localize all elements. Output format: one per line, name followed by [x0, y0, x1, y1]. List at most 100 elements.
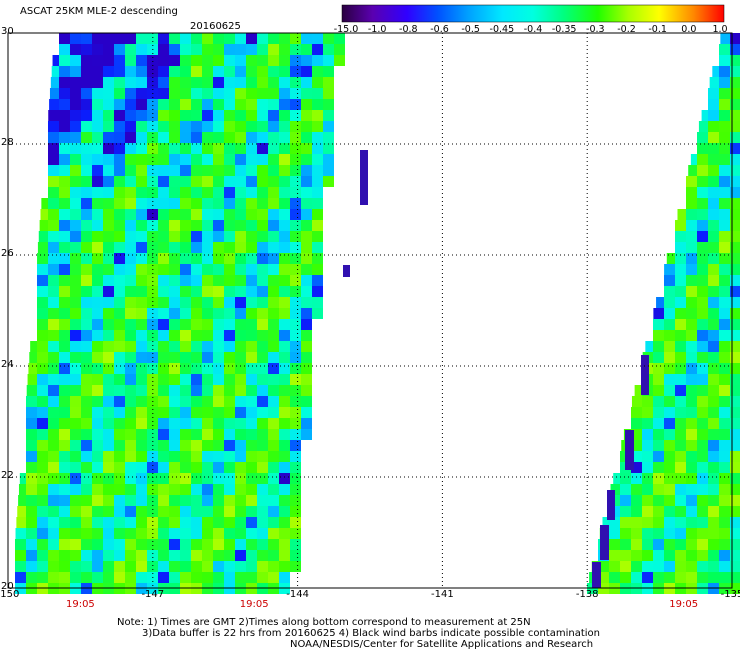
- swath-cell: [686, 220, 697, 231]
- swath-cell: [653, 451, 664, 462]
- swath-cell: [620, 517, 631, 528]
- swath-cell: [114, 176, 125, 187]
- swath-cell: [653, 407, 664, 418]
- swath-cell: [114, 66, 125, 77]
- swath-cell: [290, 407, 301, 418]
- swath-cell: [653, 319, 664, 330]
- swath-cell: [191, 385, 202, 396]
- swath-cell: [719, 154, 730, 165]
- swath-cell: [213, 352, 224, 363]
- swath-cell: [290, 253, 301, 264]
- swath-cell: [279, 176, 290, 187]
- swath-cell: [235, 286, 246, 297]
- swath-cell: [719, 506, 730, 517]
- swath-cell: [642, 418, 653, 429]
- swath-cell: [70, 308, 81, 319]
- swath-cell: [246, 440, 257, 451]
- swath-cell: [158, 154, 169, 165]
- swath-cell: [268, 550, 279, 561]
- swath-cell: [147, 495, 158, 506]
- swath-cell: [125, 363, 136, 374]
- swath-cell: [290, 440, 301, 451]
- swath-cell: [257, 451, 268, 462]
- swath-cell: [213, 154, 224, 165]
- swath-cell: [158, 440, 169, 451]
- swath-cell: [180, 319, 191, 330]
- swath-cell: [125, 55, 136, 66]
- swath-cell: [653, 440, 664, 451]
- swath-cell: [235, 209, 246, 220]
- swath-cell: [235, 352, 246, 363]
- swath-cell: [158, 484, 169, 495]
- swath-cell: [37, 440, 48, 451]
- swath-cell: [125, 539, 136, 550]
- swath-cell: [114, 286, 125, 297]
- swath-cell: [70, 231, 81, 242]
- swath-cell: [37, 484, 48, 495]
- swath-cell: [224, 374, 235, 385]
- swath-cell: [642, 396, 653, 407]
- swath-cell: [664, 484, 675, 495]
- swath-cell: [59, 44, 70, 55]
- swath-cell: [114, 77, 125, 88]
- swath-cell: [136, 198, 147, 209]
- swath-cell: [70, 253, 81, 264]
- swath-cell: [664, 528, 675, 539]
- swath-cell: [708, 275, 719, 286]
- swath-cell: [180, 286, 191, 297]
- swath-cell: [653, 517, 664, 528]
- swath-cell: [48, 154, 59, 165]
- swath-cell: [642, 473, 653, 484]
- swath-cell: [268, 429, 279, 440]
- swath-cell: [213, 374, 224, 385]
- swath-cell: [191, 506, 202, 517]
- swath-cell: [70, 110, 81, 121]
- swath-cell: [697, 451, 708, 462]
- swath-cell: [675, 418, 686, 429]
- map-title: ASCAT 25KM MLE-2 descending: [20, 6, 178, 17]
- swath-cell: [136, 539, 147, 550]
- swath-cell: [224, 517, 235, 528]
- longitude-label: -150: [0, 589, 20, 600]
- swath-cell: [202, 330, 213, 341]
- swath-cell: [653, 473, 664, 484]
- swath-cell: [697, 264, 708, 275]
- swath-cell: [92, 198, 103, 209]
- swath-cell: [26, 462, 37, 473]
- swath-cell: [708, 176, 719, 187]
- swath-cell: [279, 308, 290, 319]
- swath-cell: [191, 88, 202, 99]
- swath-cell: [697, 352, 708, 363]
- swath-cell: [719, 264, 730, 275]
- swath-cell: [114, 506, 125, 517]
- swath-cell: [59, 352, 70, 363]
- swath-cell: [136, 550, 147, 561]
- swath-cell: [290, 429, 301, 440]
- swath-cell: [147, 209, 158, 220]
- swath-cell: [48, 473, 59, 484]
- swath-cell: [708, 165, 719, 176]
- swath-cell: [180, 561, 191, 572]
- swath-cell: [730, 341, 740, 352]
- swath-cell: [147, 275, 158, 286]
- swath-cell: [147, 55, 158, 66]
- swath-cell: [158, 165, 169, 176]
- swath-cell: [224, 385, 235, 396]
- swath-cell: [290, 341, 301, 352]
- swath-cell: [59, 154, 70, 165]
- swath-cell: [125, 66, 136, 77]
- swath-cell: [169, 374, 180, 385]
- swath-cell: [664, 396, 675, 407]
- swath-cell: [697, 517, 708, 528]
- swath-cell: [213, 66, 224, 77]
- swath-cell: [323, 88, 334, 99]
- swath-cell: [180, 44, 191, 55]
- swath-cell: [686, 396, 697, 407]
- swath-cell: [169, 495, 180, 506]
- swath-cell: [279, 77, 290, 88]
- swath-cell: [653, 539, 664, 550]
- swath-cell: [664, 352, 675, 363]
- swath-cell: [257, 154, 268, 165]
- swath-cell: [213, 308, 224, 319]
- swath-cell: [697, 253, 708, 264]
